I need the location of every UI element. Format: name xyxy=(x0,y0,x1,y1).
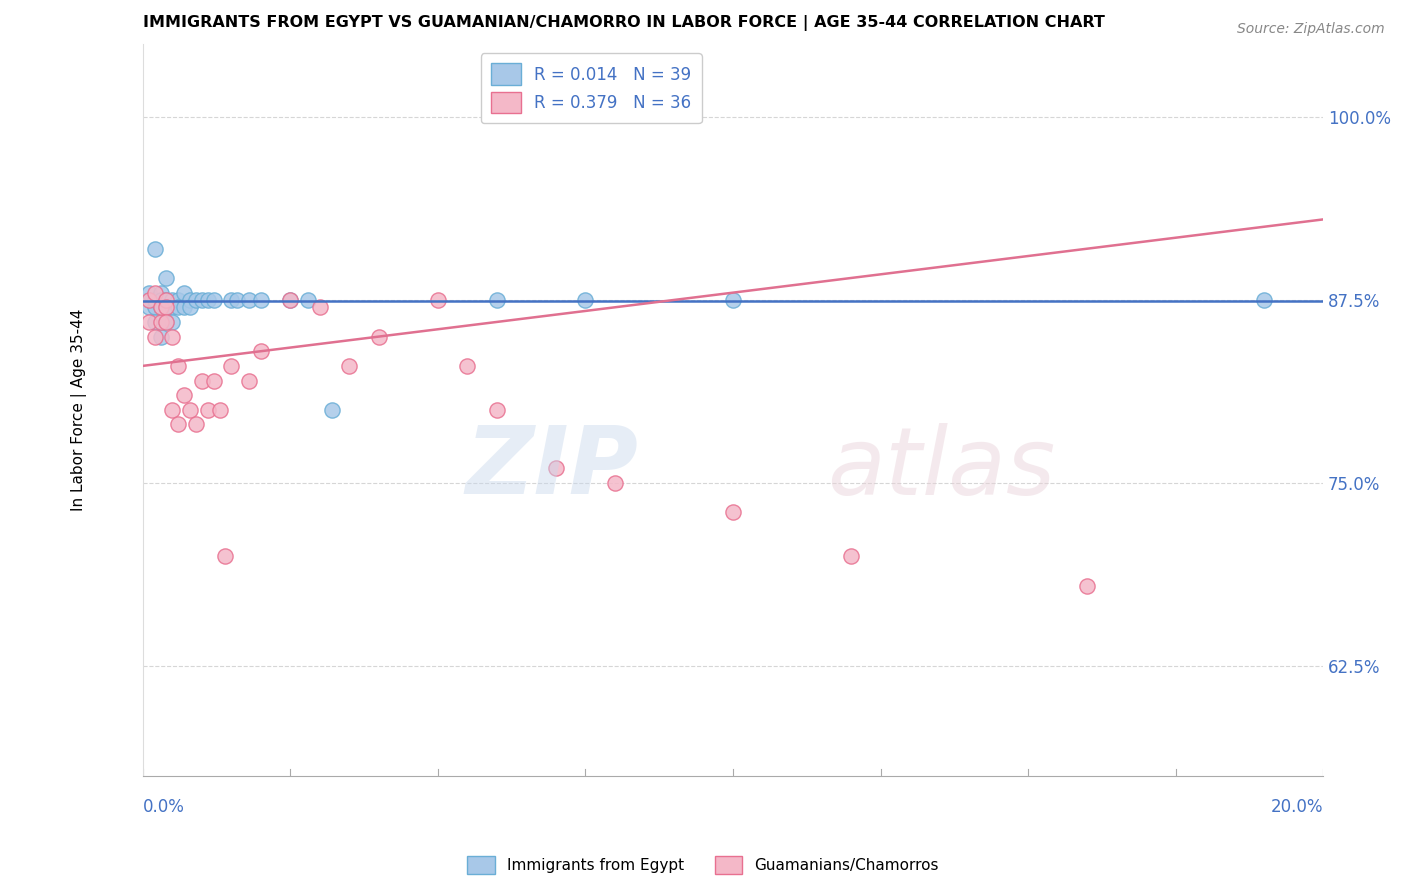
Point xyxy=(603,476,626,491)
Point xyxy=(173,388,195,402)
Point xyxy=(184,293,207,307)
Point xyxy=(149,315,172,329)
Point xyxy=(143,315,166,329)
Point xyxy=(191,293,214,307)
Text: atlas: atlas xyxy=(827,423,1056,514)
Point xyxy=(155,300,177,314)
Point xyxy=(839,549,862,564)
Point xyxy=(143,329,166,343)
Point xyxy=(162,402,184,417)
Point xyxy=(143,242,166,256)
Point xyxy=(197,293,219,307)
Legend: R = 0.014   N = 39, R = 0.379   N = 36: R = 0.014 N = 39, R = 0.379 N = 36 xyxy=(481,54,702,123)
Point xyxy=(544,461,567,475)
Point xyxy=(162,293,184,307)
Point xyxy=(1076,578,1098,592)
Point xyxy=(155,300,177,314)
Point xyxy=(721,293,744,307)
Point xyxy=(308,300,330,314)
Point xyxy=(173,285,195,300)
Point xyxy=(138,300,160,314)
Point xyxy=(162,300,184,314)
Text: 20.0%: 20.0% xyxy=(1271,798,1323,816)
Point xyxy=(162,315,184,329)
Point xyxy=(143,293,166,307)
Point xyxy=(167,417,190,432)
Point xyxy=(202,374,225,388)
Point xyxy=(138,315,160,329)
Point xyxy=(155,293,177,307)
Point xyxy=(155,315,177,329)
Point xyxy=(278,293,301,307)
Point xyxy=(485,402,508,417)
Y-axis label: In Labor Force | Age 35-44: In Labor Force | Age 35-44 xyxy=(72,309,87,511)
Point xyxy=(149,293,172,307)
Point xyxy=(721,505,744,519)
Point xyxy=(155,271,177,285)
Point xyxy=(143,300,166,314)
Point xyxy=(167,300,190,314)
Point xyxy=(337,359,360,373)
Point xyxy=(1253,293,1275,307)
Point xyxy=(238,374,260,388)
Point xyxy=(485,293,508,307)
Text: Source: ZipAtlas.com: Source: ZipAtlas.com xyxy=(1237,22,1385,37)
Point xyxy=(250,293,273,307)
Point xyxy=(297,293,319,307)
Point xyxy=(221,293,243,307)
Point xyxy=(179,293,201,307)
Point xyxy=(191,374,214,388)
Point xyxy=(238,293,260,307)
Point xyxy=(208,402,231,417)
Point xyxy=(226,293,249,307)
Point xyxy=(197,402,219,417)
Point xyxy=(138,293,160,307)
Point xyxy=(456,359,478,373)
Point xyxy=(162,329,184,343)
Point xyxy=(214,549,236,564)
Point xyxy=(138,285,160,300)
Point xyxy=(179,402,201,417)
Text: 0.0%: 0.0% xyxy=(143,798,184,816)
Point xyxy=(149,285,172,300)
Point xyxy=(149,329,172,343)
Point xyxy=(143,285,166,300)
Point xyxy=(426,293,449,307)
Point xyxy=(155,293,177,307)
Point xyxy=(138,293,160,307)
Point xyxy=(250,344,273,359)
Point xyxy=(149,300,172,314)
Point xyxy=(367,329,389,343)
Point xyxy=(179,300,201,314)
Point xyxy=(202,293,225,307)
Legend: Immigrants from Egypt, Guamanians/Chamorros: Immigrants from Egypt, Guamanians/Chamor… xyxy=(461,850,945,880)
Text: IMMIGRANTS FROM EGYPT VS GUAMANIAN/CHAMORRO IN LABOR FORCE | AGE 35-44 CORRELATI: IMMIGRANTS FROM EGYPT VS GUAMANIAN/CHAMO… xyxy=(143,15,1105,31)
Point xyxy=(167,293,190,307)
Point xyxy=(184,417,207,432)
Point xyxy=(173,300,195,314)
Point xyxy=(278,293,301,307)
Point xyxy=(149,300,172,314)
Point xyxy=(574,293,596,307)
Point xyxy=(221,359,243,373)
Point xyxy=(155,315,177,329)
Point xyxy=(167,359,190,373)
Point xyxy=(321,402,343,417)
Text: ZIP: ZIP xyxy=(465,423,638,515)
